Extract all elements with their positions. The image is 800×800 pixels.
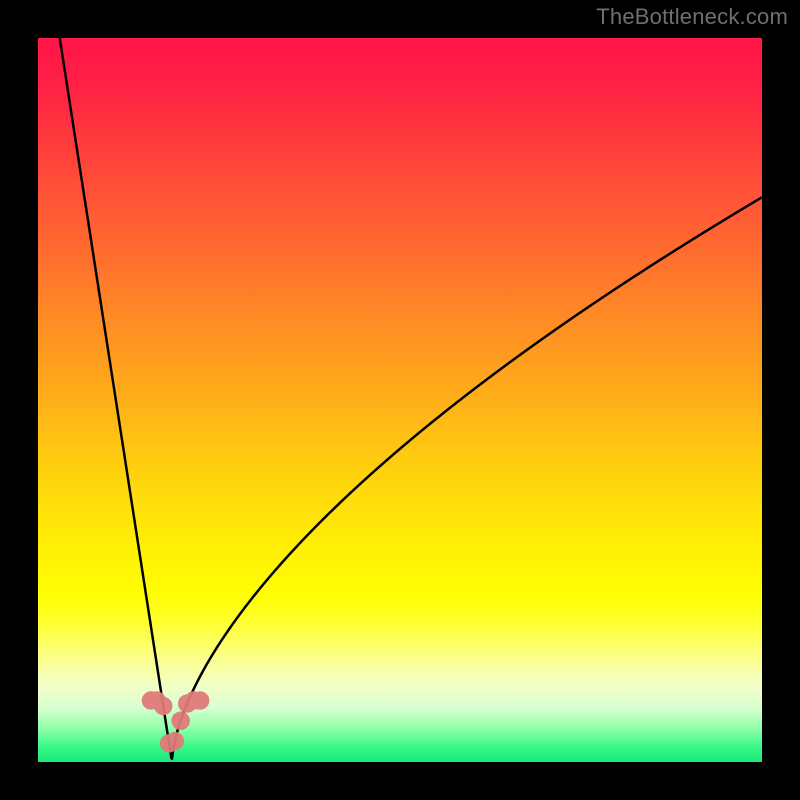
- curve-markers: [142, 691, 210, 752]
- curve-marker: [171, 711, 189, 729]
- curve-marker: [166, 732, 184, 750]
- plot-area: [38, 38, 762, 762]
- chart-svg: [38, 38, 762, 762]
- curve-marker: [154, 697, 172, 715]
- figure-root: TheBottleneck.com: [0, 0, 800, 800]
- curve-marker: [191, 691, 209, 709]
- watermark-text: TheBottleneck.com: [596, 4, 788, 30]
- bottleneck-curve: [60, 38, 762, 759]
